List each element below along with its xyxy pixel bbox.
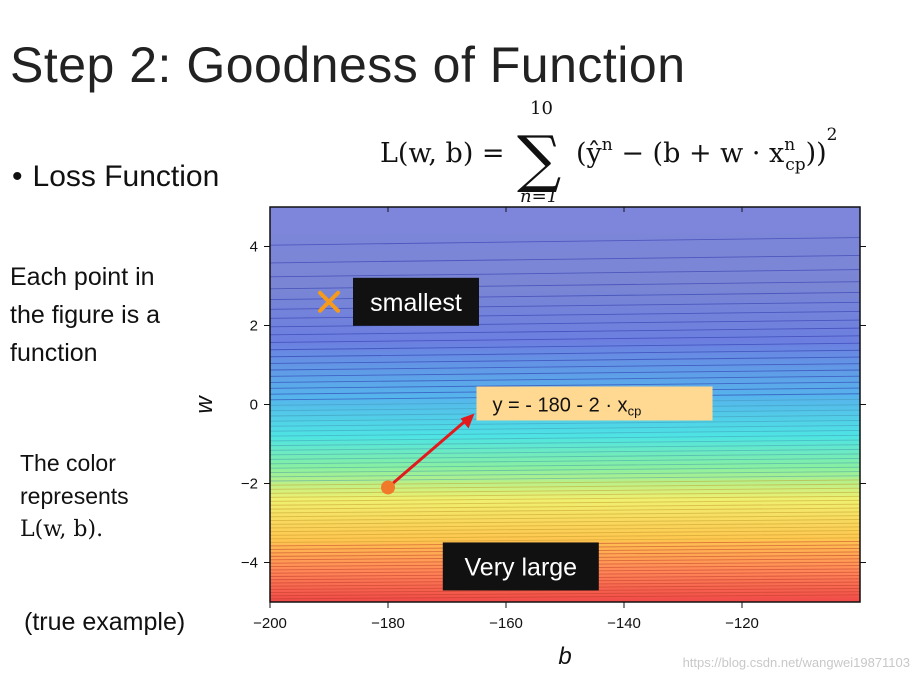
smallest-label-box [353, 277, 479, 326]
smallest-label: smallest [370, 289, 462, 317]
formula-sum-top: 10 [530, 98, 553, 119]
contour-line [269, 530, 861, 536]
contour-line [269, 526, 861, 533]
contour-line [269, 369, 861, 377]
contour-line [269, 439, 861, 447]
very-large-label-box [442, 542, 599, 591]
contour-line [269, 448, 861, 456]
y-tick-label: 0 [250, 397, 258, 414]
contour-line [269, 462, 861, 469]
y-tick-label: 2 [250, 318, 258, 335]
contour-line [269, 453, 861, 460]
point-explanation: Each point in the figure is a function [10, 258, 160, 372]
example-label: y = - 180 - 2 · xcp [493, 395, 642, 419]
x-tick-label: −180 [371, 615, 405, 632]
contour-line [269, 466, 861, 473]
formula-body-mid: − (b + w · x [613, 138, 784, 169]
contour-line [269, 519, 861, 525]
contour-line [269, 537, 861, 543]
contour-line [269, 342, 861, 351]
formula-x-sub: cp [785, 155, 806, 175]
contour-line [269, 591, 861, 597]
bullet-loss-function: • Loss Function [12, 160, 219, 194]
contour-line [269, 471, 861, 478]
contour-line [269, 356, 861, 364]
contour-line [269, 511, 861, 518]
contour-line [269, 269, 861, 278]
color-explanation: The color represents L(w, b). [20, 447, 129, 546]
contour-line [269, 429, 861, 437]
contour-line [269, 335, 861, 343]
x-tick-label: −200 [253, 615, 287, 632]
formula-sum-symbol: ∑ [517, 122, 561, 195]
contour-line [269, 515, 861, 522]
example-label-box [476, 386, 713, 421]
contour-line [269, 483, 861, 490]
x-tick-label: −120 [725, 615, 759, 632]
watermark: https://blog.csdn.net/wangwei19871103 [682, 655, 910, 670]
formula-sum-bottom: n=1 [520, 186, 558, 206]
contour-line [269, 349, 861, 358]
color-text-line-2: represents [20, 483, 129, 509]
bullet-label: Loss Function [32, 160, 220, 193]
y-tick-label: −2 [241, 476, 258, 493]
contour-line [269, 533, 861, 540]
y-tick-label: 4 [250, 239, 258, 256]
x-tick-label: −140 [607, 615, 641, 632]
contour-line [269, 457, 861, 465]
contour-line [269, 327, 861, 336]
contour-line [269, 425, 861, 432]
bullet-dot-icon: • [12, 160, 23, 193]
contour-line [269, 588, 861, 594]
formula-lhs: L(w, b) = [380, 138, 505, 169]
x-axis-label: b [558, 643, 571, 670]
formula-body-sup: n [602, 135, 613, 155]
y-axis-label: w [191, 395, 218, 414]
formula-body: (ŷn − (b + w · xn cp))2 [576, 125, 838, 175]
example-arrow-head [460, 413, 475, 429]
contour-line [269, 594, 861, 600]
minimum-marker-icon [318, 290, 340, 313]
formula-body-close: )) [806, 138, 827, 169]
contour-line [269, 420, 861, 427]
contour-line [269, 491, 861, 498]
contour-line [269, 434, 861, 442]
example-point [381, 480, 395, 495]
contour-line [269, 479, 861, 486]
formula-body-open: (ŷ [576, 138, 603, 169]
color-formula: L(w, b). [20, 517, 104, 542]
formula-power: 2 [827, 125, 838, 145]
point-text-line-1: Each point in [10, 263, 155, 291]
contour-line [269, 255, 861, 264]
point-text-line-2: the figure is a [10, 301, 161, 329]
contour-line [269, 444, 861, 451]
formula-x-sup: n [784, 135, 795, 155]
contour-line [269, 237, 861, 246]
contour-line [269, 507, 861, 514]
example-note: (true example) [24, 608, 186, 636]
contour-line [269, 475, 861, 482]
point-text-line-3: function [10, 339, 98, 367]
contour-line [269, 381, 861, 389]
contour-line [269, 487, 861, 494]
contour-line [269, 495, 861, 502]
contour-line [269, 375, 861, 383]
very-large-label: Very large [465, 553, 578, 581]
example-arrow [387, 415, 472, 489]
loss-formula: L(w, b) = 10 ∑ n=1 (ŷn − (b + w · xn cp))… [380, 98, 838, 206]
y-tick-label: −4 [241, 555, 258, 572]
contour-line [269, 499, 861, 506]
contour-line [269, 363, 861, 371]
contour-line [269, 522, 861, 529]
color-text-line-1: The color [20, 450, 116, 476]
slide-title: Step 2: Goodness of Function [10, 37, 686, 93]
contour-line [269, 503, 861, 510]
x-tick-label: −160 [489, 615, 523, 632]
